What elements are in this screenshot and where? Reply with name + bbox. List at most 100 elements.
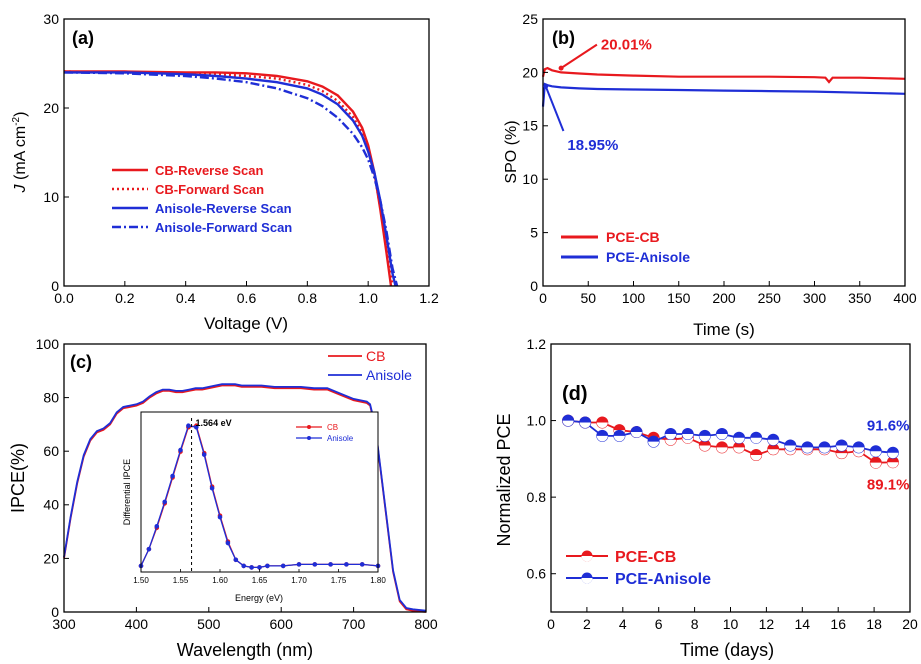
panel-b-x-tick-label: 250 (758, 290, 782, 306)
panel-d-x-tick-label: 2 (583, 616, 591, 632)
panel-d-series-1-point-fill (819, 447, 831, 453)
panel-a-y-axis-label: J (mA cm-2) (11, 112, 29, 194)
panel-b-legend-label: PCE-Anisole (606, 249, 690, 265)
panel-b-annotation-arrow (544, 85, 565, 132)
panel-c-x-tick-label: 400 (125, 616, 149, 632)
panel-c-inset-peak-label: 1.564 eV (196, 418, 232, 428)
panel-c-x-tick-label: 500 (197, 616, 221, 632)
panel-d-legend: PCE-CB PCE-Anisole (566, 549, 711, 588)
panel-b-frame (542, 18, 906, 287)
panel-b: 0 50 100 150 200 250 300 350 400 0 5 10 15 20 25 (b) T… (503, 11, 917, 339)
panel-c-legend-label: CB (366, 348, 385, 364)
panel-d-series-1-point-fill (613, 435, 625, 442)
panel-b-y-tick-label: 5 (530, 225, 538, 241)
panel-a-y-axis-symbol: J (12, 183, 29, 193)
panel-c-x-tick-label: 700 (342, 616, 366, 632)
panel-d-series-1-point-fill (767, 439, 779, 446)
panel-c-x-tick-label: 300 (52, 616, 76, 632)
panel-b-x-tick-label: 50 (580, 290, 596, 306)
panel-c-inset-series-1-point (178, 447, 183, 453)
panel-a-x-axis-label: Voltage (V) (204, 314, 288, 333)
panel-a-legend: CB-Reverse Scan CB-Forward Scan Anisole-Re… (112, 163, 292, 235)
panel-c: 300 400 500 600 700 800 0 20 40 60 80 100 (c) Wavel… (8, 336, 438, 660)
panel-d-annotation-label: 91.6% (867, 417, 910, 434)
panel-c-inset-series-1-point (249, 565, 254, 570)
panel-c-inset-x-tick-label: 1.50 (133, 576, 149, 585)
panel-b-series-1-line (541, 82, 906, 107)
panel-c-inset-series-1-point (201, 452, 207, 457)
panel-a-legend-label: Anisole-Reverse Scan (155, 201, 292, 216)
panel-b-series-0-line (541, 66, 906, 84)
panel-d-x-tick-label: 10 (723, 616, 739, 632)
panel-c-y-tick-label: 0 (51, 604, 59, 620)
panel-d-x-tick-label: 20 (902, 616, 918, 632)
panel-a: 0.0 0.2 0.4 0.6 0.8 1.0 1.2 0 10 20 30 (a) Voltage… (11, 11, 439, 333)
panel-c-inset-series-1-point (217, 514, 223, 520)
panel-c-legend: CB Anisole (328, 348, 412, 383)
panel-d-series-1-point-fill (750, 437, 762, 444)
panel-a-series-1-line (63, 70, 394, 287)
panel-d-x-tick-label: 12 (759, 616, 775, 632)
panel-b-x-tick-label: 150 (667, 290, 691, 306)
panel-c-inset-series-1-point (265, 563, 270, 569)
panel-a-x-tick-label: 0.8 (298, 290, 318, 306)
panel-a-x-tick-label: 0.2 (115, 290, 135, 306)
panel-b-annotation-arrowhead (543, 83, 549, 89)
panel-c-y-tick-label: 60 (43, 443, 59, 459)
panel-d-series-0-point-fill (836, 453, 848, 459)
panel-d-x-tick-label: 4 (619, 616, 627, 632)
panel-d-series-1-point-fill (648, 441, 660, 448)
panel-c-inset-x-axis-label: Energy (eV) (235, 593, 283, 603)
panel-d-y-tick-label: 0.8 (527, 489, 547, 505)
panel-c-inset-series-1-point (280, 563, 286, 569)
panel-c-inset-x-tick-label: 1.75 (331, 576, 347, 585)
panel-d-legend-marker-fill (581, 556, 593, 562)
panel-a-x-tick-label: 1.0 (358, 290, 378, 306)
panel-c-inset-series-1-point (344, 562, 349, 567)
panel-d-frame (550, 343, 911, 613)
panel-d-x-tick-label: 0 (547, 616, 555, 632)
panel-c-inset-series-1-point (186, 423, 191, 429)
panel-c-inset-y-axis-label: Differential IPCE (122, 459, 132, 525)
panel-b-x-tick-label: 400 (893, 290, 917, 306)
panel-a-x-tick-label: 0.6 (237, 290, 257, 306)
panel-c-inset-series-1-point (209, 485, 215, 491)
panel-b-annotations: 20.01% 18.95% (543, 37, 652, 154)
panel-d-series-1-point-fill (887, 452, 899, 459)
panel-a-x-tick-label: 1.2 (419, 290, 439, 306)
panel-b-legend: PCE-CB PCE-Anisole (561, 229, 690, 265)
panel-c-x-tick-label: 800 (414, 616, 438, 632)
panel-c-inset-series-1-point (225, 540, 231, 546)
panel-c-inset-legend-marker (307, 436, 311, 440)
panel-c-inset-series-1-point (146, 546, 152, 552)
panel-a-label: (a) (72, 28, 94, 48)
panel-b-x-tick-label: 100 (622, 290, 646, 306)
panel-d-series-0-point-fill (699, 445, 711, 451)
panel-b-y-tick-label: 15 (522, 118, 538, 134)
panel-c-inset-series-1-point (257, 565, 262, 570)
panel-b-y-tick-label: 25 (522, 11, 538, 27)
panel-c-frame (63, 343, 427, 613)
panel-c-y-tick-label: 40 (43, 497, 59, 513)
panel-a-y-axis-close: ) (12, 112, 29, 117)
panel-c-inset-series-1-point (312, 562, 318, 567)
panel-d-series-1-point-fill (836, 445, 848, 451)
panel-d-series-0-point-fill (665, 439, 677, 446)
panel-b-annotation-arrow (560, 43, 598, 69)
panel-b-y-tick-label: 10 (522, 171, 538, 187)
panel-b-y-tick-label: 0 (530, 278, 538, 294)
panel-c-inset-x-tick-label: 1.70 (291, 576, 307, 585)
panel-d-series-0-point-fill (733, 447, 745, 453)
panel-d: 0 2 4 6 8 10 12 14 16 18 20 0.6 0.8 1.0 1.2 (d) Time (… (494, 336, 918, 660)
panel-d-series-1-point-fill (853, 447, 865, 453)
panel-a-legend-label: CB-Forward Scan (155, 182, 264, 197)
panel-c-inset-series-1-point (162, 499, 167, 505)
panel-a-legend-label: CB-Reverse Scan (155, 163, 263, 178)
panel-d-series-0-point-fill (870, 462, 882, 469)
panel-a-series (63, 70, 399, 287)
panel-d-series-1-point-fill (562, 420, 574, 427)
panel-c-inset-series-1-point (194, 424, 199, 430)
panel-d-series-1-point-fill (716, 433, 728, 440)
panel-d-series-1-point-fill (596, 435, 608, 442)
panel-c-inset: 1.50 1.55 1.60 1.65 1.70 1.75 1.80 1.564 eV En… (122, 411, 386, 603)
